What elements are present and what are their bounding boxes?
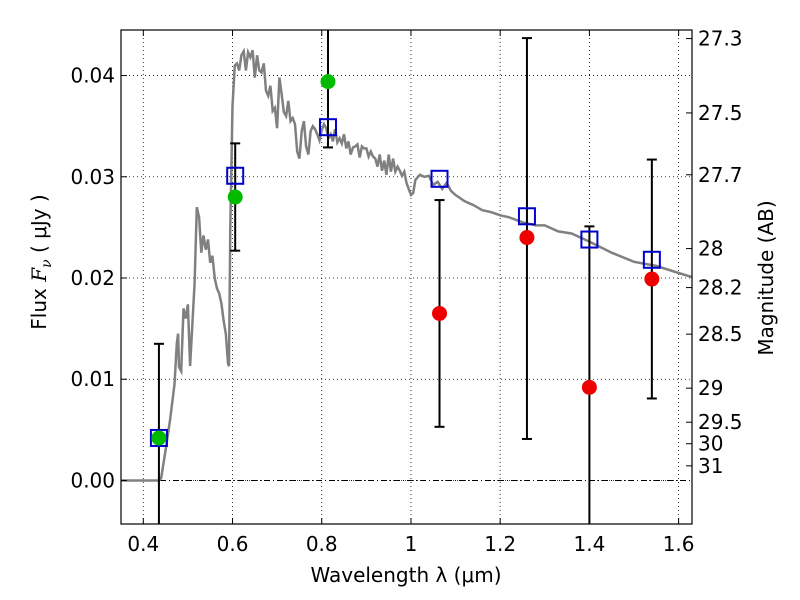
mag-tick-label: 27.5 xyxy=(698,101,743,125)
y-axis-label-flux: Flux xyxy=(27,282,51,330)
x-tick-label: 1.4 xyxy=(573,532,605,556)
upper-limit-point xyxy=(581,379,597,395)
detection-point xyxy=(151,430,167,446)
plot-frame xyxy=(120,29,693,525)
y-axis-label-nu: ν xyxy=(39,259,55,268)
x-tick-label: 1.2 xyxy=(484,532,516,556)
model-photometry-square xyxy=(580,230,599,249)
model-photometry-square xyxy=(149,428,168,447)
x-tick-label: 0.4 xyxy=(127,532,159,556)
model-photometry-square xyxy=(517,207,536,226)
model-photometry-square xyxy=(226,166,245,185)
y-axis-label: Flux Fν ( μJy ) xyxy=(27,194,55,329)
detection-point xyxy=(227,189,243,205)
upper-limit-point xyxy=(519,230,535,246)
x-tick-label: 0.8 xyxy=(306,532,338,556)
detection-point xyxy=(320,74,336,90)
mag-tick-label: 28 xyxy=(698,237,723,261)
y-axis-label-f: F xyxy=(27,267,51,283)
mag-tick-label: 31 xyxy=(698,454,723,478)
y-tick-label: 0.00 xyxy=(70,468,115,492)
model-photometry-square xyxy=(642,250,661,269)
model-spectrum-line xyxy=(121,47,692,482)
mag-tick-label: 29.5 xyxy=(698,410,743,434)
mag-tick-label: 29 xyxy=(698,376,723,400)
mag-tick-label: 28.5 xyxy=(698,322,743,346)
mag-tick-label: 27.3 xyxy=(698,27,743,51)
axis-ticks: 0.4 0.6 0.8 1 1.2 1.4 1.6 0.00 0.01 0.02 0.03 0.04 2… xyxy=(70,27,742,556)
model-photometry-square xyxy=(430,169,449,188)
x-axis-label: Wavelength λ (μm) xyxy=(310,563,501,587)
y-tick-label: 0.04 xyxy=(70,64,115,88)
y-axis-label-unit: ( μJy ) xyxy=(27,194,51,259)
mag-tick-label: 27.7 xyxy=(698,163,743,187)
mag-tick-label: 30 xyxy=(698,432,723,456)
model-photometry-square xyxy=(318,118,337,137)
upper-limit-point xyxy=(644,271,660,287)
upper-limit-point xyxy=(432,305,448,321)
x-tick-label: 0.6 xyxy=(217,532,249,556)
plot-area xyxy=(121,30,692,524)
x-tick-label: 1.6 xyxy=(663,532,695,556)
y2-axis-label: Magnitude (AB) xyxy=(754,200,778,355)
y-tick-label: 0.01 xyxy=(70,367,115,391)
x-tick-label: 1 xyxy=(405,532,418,556)
y-tick-label: 0.03 xyxy=(70,165,115,189)
data-markers xyxy=(149,74,661,447)
mag-tick-label: 28.2 xyxy=(698,276,743,300)
y-tick-label: 0.02 xyxy=(70,266,115,290)
